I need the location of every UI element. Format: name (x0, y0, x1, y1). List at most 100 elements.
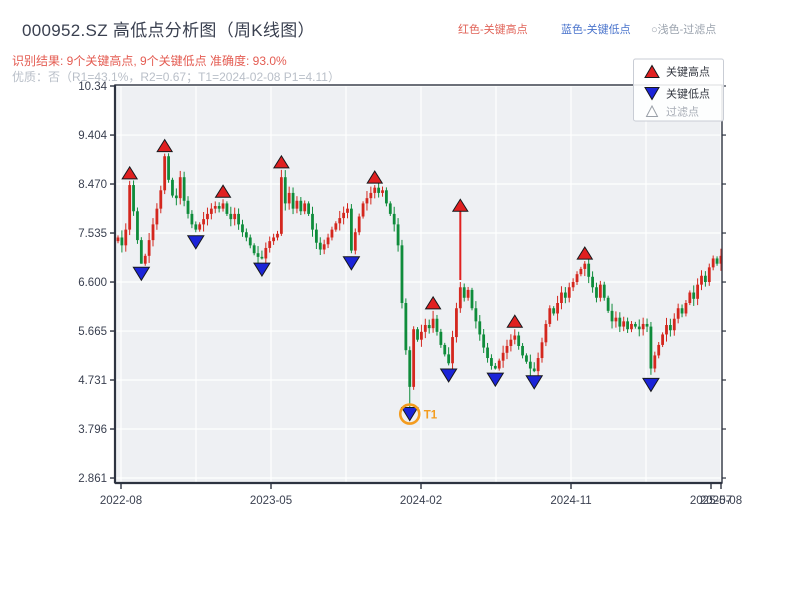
candle-body (552, 308, 556, 314)
candle-body (260, 256, 264, 259)
candle-body (124, 229, 128, 246)
key-low-marker (486, 372, 505, 388)
key-high-marker (451, 198, 469, 212)
candle-body (458, 287, 462, 309)
candle-body (194, 224, 198, 230)
candle-body (396, 224, 400, 246)
candle-body (217, 206, 221, 209)
t1-label: T1 (424, 410, 438, 422)
key-low-marker (253, 262, 271, 278)
candle-body (241, 224, 244, 233)
legend-key-high-icon (644, 64, 660, 78)
candle-body (155, 208, 159, 225)
candle-body (233, 213, 237, 220)
key-high-marker (121, 165, 139, 180)
candle-body (318, 242, 322, 250)
x-tick-label: 2025-07 (690, 495, 732, 507)
candle-body (707, 267, 711, 283)
candle-body (353, 232, 357, 251)
candle-body (715, 258, 719, 264)
key-low-marker (400, 407, 419, 422)
candle-body (556, 303, 559, 314)
candle-body (400, 245, 404, 304)
candle-body (338, 218, 342, 224)
candle-body (606, 297, 610, 311)
candle-body (237, 213, 240, 225)
legend-item-label: 关键低点 (666, 87, 710, 101)
y-tick-label: 8.470 (78, 179, 107, 191)
candle-body (622, 321, 626, 327)
candle-body (139, 240, 143, 264)
y-tick-label: 7.535 (78, 228, 107, 240)
y-tick-label: 9.404 (78, 130, 107, 142)
candle-body (392, 213, 396, 225)
candle-body (326, 237, 330, 245)
candle-body (361, 203, 365, 217)
key-high-marker (424, 295, 442, 310)
candle-body (128, 185, 132, 230)
candle-body (505, 345, 509, 353)
candle-body (346, 208, 349, 213)
candle-body (342, 212, 346, 219)
y-tick-label: 6.600 (78, 277, 107, 289)
candle-body (299, 200, 303, 212)
candle-body (493, 365, 497, 369)
candle-body (330, 229, 334, 238)
candle-body (470, 289, 474, 309)
candle-body (528, 361, 532, 369)
legend-item-label: 过滤点 (666, 106, 699, 119)
candle-body (513, 335, 517, 340)
candle-body (719, 255, 723, 264)
candle-body (272, 237, 275, 242)
top-legend-filter-label: ○浅色-过滤点 (651, 24, 717, 36)
y-tick-label: 4.731 (78, 375, 107, 387)
candle-body (688, 292, 692, 304)
candle-body (381, 190, 384, 193)
key-low-marker (642, 377, 660, 393)
t1-circle-annotation (398, 403, 421, 425)
candle-body (264, 247, 268, 259)
candle-body (252, 245, 256, 254)
candle-body (167, 156, 170, 180)
candle-body (182, 177, 186, 201)
candle-body (385, 190, 388, 204)
candle-body (120, 237, 124, 246)
candle-body (377, 187, 381, 193)
candle-body (116, 237, 120, 242)
candle-body (700, 275, 703, 285)
top-legend-high-label: 红色-关键高点 (458, 24, 528, 36)
candle-body (672, 318, 676, 331)
key-high-marker (506, 314, 524, 328)
candle-body (229, 213, 233, 220)
candle-body (602, 284, 606, 298)
legend-key-low-icon (644, 87, 660, 101)
candle-body (291, 192, 295, 209)
plot-background (115, 85, 722, 483)
key-high-marker (366, 170, 384, 184)
x-tick-label: 2022-08 (100, 495, 142, 507)
candle-body (649, 326, 653, 369)
key-low-marker (132, 266, 151, 282)
x-tick-label: 2024-02 (400, 495, 442, 507)
candle-body (427, 325, 431, 329)
candle-body (583, 263, 587, 269)
candle-body (423, 325, 427, 332)
candle-body (630, 323, 633, 330)
candle-body (369, 192, 373, 199)
candle-body (190, 213, 194, 225)
candle-body (563, 292, 567, 298)
candle-body (567, 287, 571, 298)
candle-body (591, 276, 594, 288)
candle-body (653, 355, 657, 369)
candle-body (171, 179, 174, 196)
candle-body (595, 287, 598, 298)
candle-body (497, 360, 501, 369)
candle-body (307, 203, 311, 214)
top-legend-low-label: 蓝色-关键低点 (561, 24, 631, 36)
x-tick-label: 2024-11 (550, 495, 591, 507)
candle-body (579, 268, 583, 275)
candle-body (256, 253, 260, 257)
key-low-marker (439, 368, 458, 383)
